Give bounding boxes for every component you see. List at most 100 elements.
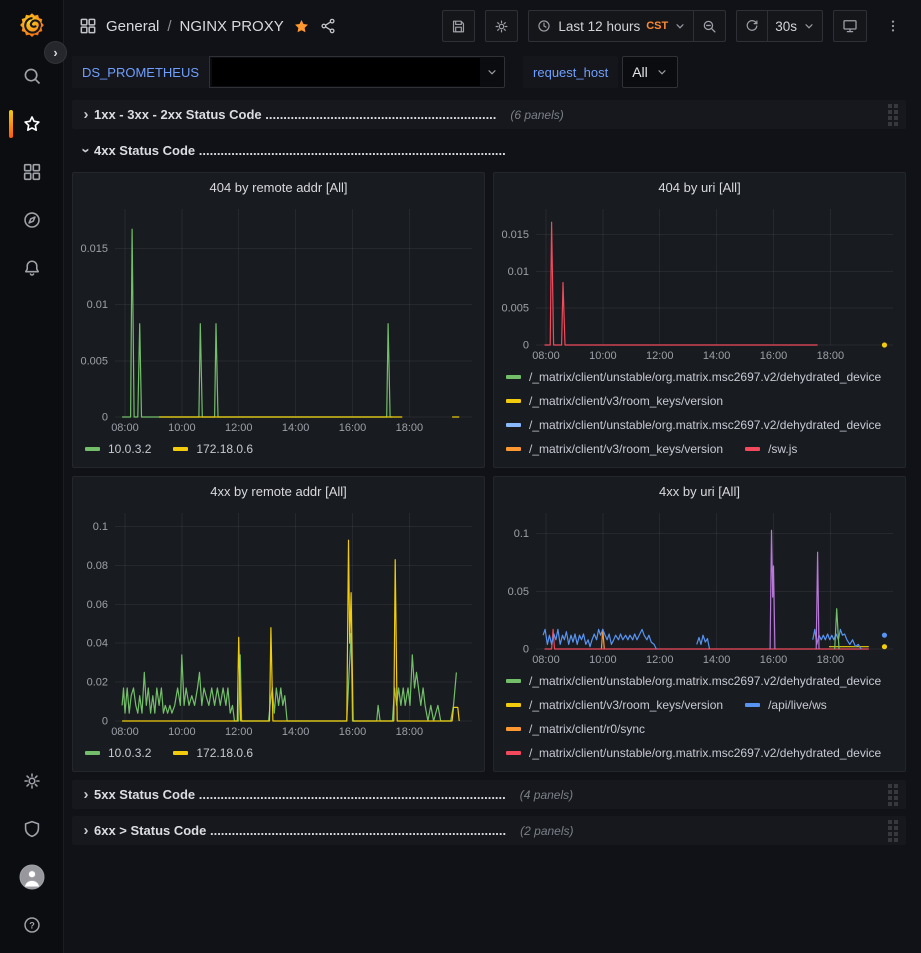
svg-text:12:00: 12:00 [646,350,674,362]
datasource-picker[interactable] [209,56,505,88]
chart-svg: 00.0050.010.01508:0010:0012:0014:0016:00… [494,201,905,363]
sidebar-item-alerting[interactable] [0,244,64,292]
panel-title[interactable]: 404 by remote addr [All] [73,173,484,201]
legend-item[interactable]: /_matrix/client/v3/room_keys/version [506,389,723,413]
legend-item[interactable]: /_matrix/client/v3/room_keys/version [506,437,723,461]
svg-text:0.05: 0.05 [508,586,529,598]
row-title: 1xx - 3xx - 2xx Status Code [94,107,265,122]
panel-title[interactable]: 404 by uri [All] [494,173,905,201]
share-icon[interactable] [319,17,337,35]
legend-item[interactable]: 10.0.3.2 [85,741,151,765]
favorite-star-icon[interactable] [292,17,311,36]
row-drag-handle[interactable] [886,818,900,844]
svg-text:0.04: 0.04 [87,638,108,650]
sidebar-item-starred[interactable] [0,100,64,148]
legend-item[interactable]: 172.18.0.6 [173,741,253,765]
row-header-6xx[interactable]: › 6xx > Status Code ....................… [72,816,906,845]
sidebar-expand-button[interactable]: › [44,41,67,64]
refresh-controls: 30s [736,10,823,42]
panel-legend: 10.0.3.2 172.18.0.6 [73,435,484,467]
request-host-picker[interactable]: All [622,56,678,88]
sidebar-item-dashboards[interactable] [0,148,64,196]
tv-mode-button[interactable] [833,10,867,42]
legend-label: 172.18.0.6 [196,442,253,456]
compass-icon [21,209,43,231]
legend-swatch [506,447,521,451]
legend-item[interactable]: /_matrix/client/r0/sync [506,717,645,741]
legend-label: /_matrix/client/unstable/org.matrix.msc2… [529,418,881,432]
grafana-app: › [0,0,921,953]
refresh-interval-label: 30s [775,19,797,34]
legend-item[interactable]: /_matrix/client/unstable/org.matrix.msc2… [506,669,881,693]
svg-text:0: 0 [102,412,108,424]
sidebar-item-server-admin[interactable] [0,805,64,853]
legend-swatch [506,727,521,731]
time-controls: Last 12 hours CST [528,10,726,42]
refresh-interval-picker[interactable]: 30s [768,10,823,42]
svg-text:12:00: 12:00 [225,422,253,434]
row-drag-handle[interactable] [886,102,900,128]
legend-item[interactable]: /_matrix/client/v3/room_keys/version [506,693,723,717]
row-header-5xx[interactable]: › 5xx Status Code ......................… [72,780,906,809]
svg-text:14:00: 14:00 [703,350,731,362]
sidebar-item-configuration[interactable] [0,757,64,805]
breadcrumb-folder[interactable]: General [106,18,159,35]
row-header-4xx[interactable]: › 4xx Status Code ......................… [72,136,906,165]
timeseries-chart[interactable]: 00.050.108:0010:0012:0014:0016:0018:00 [494,505,905,667]
legend-item[interactable]: /sw.js [745,437,797,461]
legend-label: 10.0.3.2 [108,442,151,456]
more-options-button[interactable] [877,10,909,42]
svg-text:16:00: 16:00 [339,726,367,738]
legend-item[interactable]: /_matrix/client/unstable/org.matrix.msc2… [506,741,881,765]
svg-text:08:00: 08:00 [532,350,560,362]
legend-label: /api/live/ws [768,698,827,712]
legend-swatch [173,447,188,451]
panel-legend: /_matrix/client/unstable/org.matrix.msc2… [494,363,905,467]
legend-item[interactable]: /_matrix/client/unstable/org.matrix.msc2… [506,413,881,437]
chart-svg: 00.020.040.060.080.108:0010:0012:0014:00… [73,505,484,739]
dashboard-settings-button[interactable] [485,10,518,42]
row-drag-handle[interactable] [886,782,900,808]
legend-label: 172.18.0.6 [196,746,253,760]
timeseries-chart[interactable]: 00.0050.010.01508:0010:0012:0014:0016:00… [494,201,905,363]
sidebar-item-explore[interactable] [0,196,64,244]
zoom-out-icon [701,18,718,35]
grafana-flame-icon [17,11,47,41]
row-header-1xx-3xx-2xx[interactable]: › 1xx - 3xx - 2xx Status Code ..........… [72,100,906,129]
sidebar-item-help[interactable]: ? [0,901,64,949]
chevron-down-icon [656,66,668,78]
grafana-logo[interactable] [14,8,50,44]
legend-item[interactable]: /_matrix/client/unstable/org.matrix.msc2… [506,365,881,389]
legend-swatch [506,375,521,379]
sidebar-item-profile[interactable] [0,853,64,901]
main-area: General / NGINX PROXY [64,0,921,953]
legend-item[interactable]: 172.18.0.6 [173,437,253,461]
panel-404-by-remote-addr: 404 by remote addr [All] 00.0050.010.015… [72,172,485,468]
legend-item[interactable]: /api/live/ws [745,693,827,717]
panel-title[interactable]: 4xx by uri [All] [494,477,905,505]
svg-text:0: 0 [523,340,529,352]
panel-title[interactable]: 4xx by remote addr [All] [73,477,484,505]
svg-text:0.1: 0.1 [93,521,108,533]
panel-grid: 404 by remote addr [All] 00.0050.010.015… [72,172,906,772]
timeseries-chart[interactable]: 00.0050.010.01508:0010:0012:0014:0016:00… [73,201,484,435]
svg-text:16:00: 16:00 [339,422,367,434]
svg-text:12:00: 12:00 [225,726,253,738]
timeseries-chart[interactable]: 00.020.040.060.080.108:0010:0012:0014:00… [73,505,484,739]
row-title: 4xx Status Code [94,143,199,158]
svg-text:0.02: 0.02 [87,677,108,689]
zoom-out-time-button[interactable] [694,10,726,42]
legend-label: /_matrix/client/unstable/org.matrix.msc2… [529,746,881,760]
row-chevron-icon: › [78,143,95,159]
svg-text:18:00: 18:00 [396,422,424,434]
legend-swatch [85,751,100,755]
sidebar-bottom: ? [0,757,64,949]
svg-text:18:00: 18:00 [817,654,845,666]
time-range-picker[interactable]: Last 12 hours CST [528,10,694,42]
refresh-button[interactable] [736,10,768,42]
save-dashboard-button[interactable] [442,10,475,42]
svg-text:10:00: 10:00 [168,726,196,738]
svg-text:0.015: 0.015 [80,243,108,255]
sidebar: › [0,0,64,953]
legend-item[interactable]: 10.0.3.2 [85,437,151,461]
